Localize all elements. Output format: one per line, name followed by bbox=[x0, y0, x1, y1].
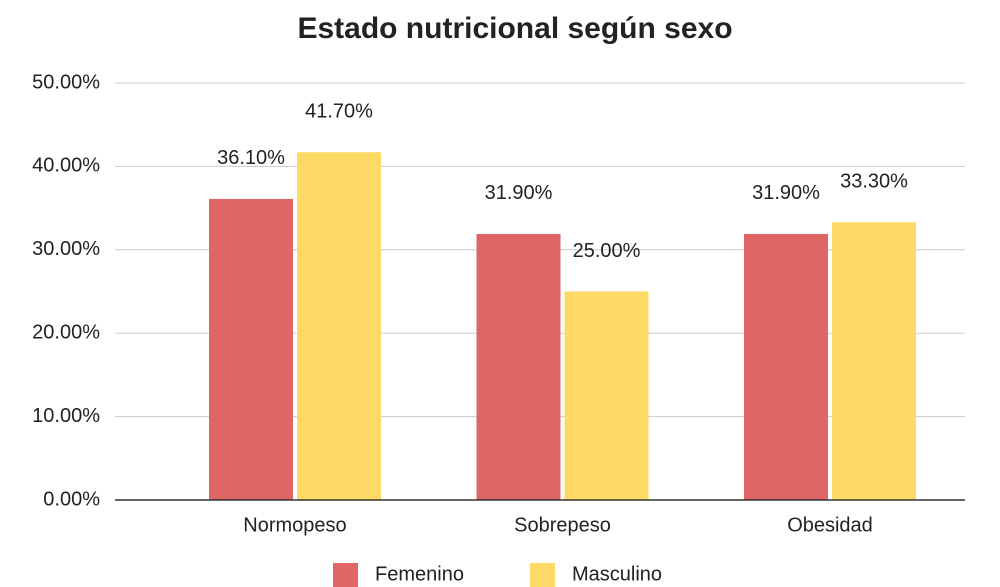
legend-swatch bbox=[333, 563, 358, 587]
y-tick-label: 20.00% bbox=[32, 321, 100, 343]
legend-label: Masculino bbox=[572, 563, 662, 585]
chart-title: Estado nutricional según sexo bbox=[297, 12, 732, 45]
bar bbox=[476, 233, 561, 501]
value-label: 33.30% bbox=[840, 171, 908, 193]
legend-label: Femenino bbox=[375, 563, 464, 585]
value-label: 31.90% bbox=[485, 182, 553, 204]
y-tick-label: 10.00% bbox=[32, 405, 100, 427]
x-tick-label: Obesidad bbox=[787, 514, 873, 536]
y-tick-label: 0.00% bbox=[43, 488, 100, 510]
x-tick-label: Normopeso bbox=[243, 514, 346, 536]
bar bbox=[832, 222, 916, 500]
value-label: 36.10% bbox=[217, 147, 285, 169]
legend-swatch bbox=[530, 563, 555, 587]
x-tick-label: Sobrepeso bbox=[514, 514, 611, 536]
value-label: 41.70% bbox=[305, 101, 373, 123]
bar bbox=[564, 291, 649, 500]
value-label: 25.00% bbox=[573, 240, 641, 262]
y-tick-label: 30.00% bbox=[32, 238, 100, 260]
bar bbox=[209, 198, 293, 500]
y-tick-label: 40.00% bbox=[32, 155, 100, 177]
y-tick-label: 50.00% bbox=[32, 71, 100, 93]
bar bbox=[297, 152, 381, 501]
bar bbox=[744, 233, 828, 501]
value-label: 31.90% bbox=[752, 182, 820, 204]
